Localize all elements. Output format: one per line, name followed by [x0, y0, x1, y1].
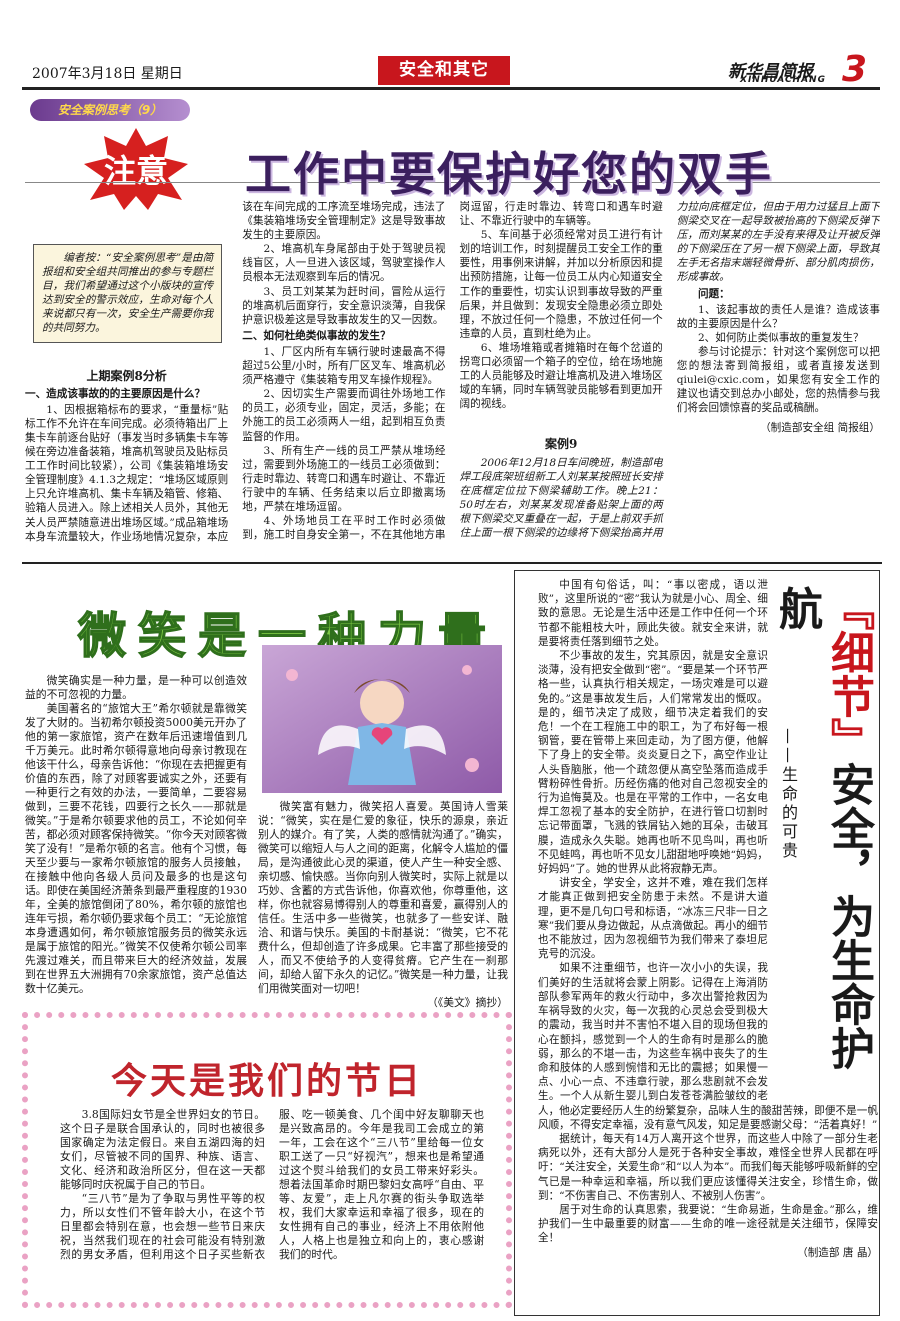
article-body: 微笑确实是一种力量，是一种可以创造效益的不可忽视的力量。 美国著名的“旅馆大王”… — [25, 674, 247, 996]
question: 2、如何防止类似事故的重复发生？ — [697, 331, 864, 344]
paragraph: 2、堆高机车身尾部由于处于驾驶员视线盲区，人一旦进入该区域，驾驶室操作人员根本无… — [242, 243, 446, 284]
paragraph: 微笑确实是一种力量，是一种可以创造效益的不可忽视的力量。 — [25, 674, 247, 701]
paragraph: 微笑富有魅力，微笑招人喜爱。英国诗人雪莱说：“微笑，实在是仁爱的象征，快乐的源泉… — [258, 800, 508, 995]
paragraph-group: 1、该起事故的责任人是谁？造成该事故的主要原因是什么？ 2、如何防止类似事故的重复… — [677, 303, 880, 345]
paragraph: “三八节”是为了争取与男性平等的权力，所以女性们不管年龄大小，在这个节日里都会特… — [60, 1108, 484, 1261]
article-frame — [514, 570, 880, 1316]
badge-star — [84, 128, 188, 210]
paragraph: 3.8国际妇女节是全世界妇女的节日。这个日子是联合国承认的，同时也被很多国家确定… — [60, 1108, 265, 1191]
paragraph: 1、因根据箱标布的要求，“重量标”贴标工作不允许在车间完成。必须待箱出厂上集卡车… — [25, 201, 446, 543]
paragraph: 居于对生命的认真思索，我要说：“生命易逝，生命是金。”那么，维护我们一生中最重要… — [538, 1203, 878, 1245]
paragraph: 2、因切实生产需要而调往外场地工作的员工，必须专业，固定，灵活，多能；在外施工的… — [242, 388, 446, 443]
question-heading: 一、造成该事故的的主要原因是什么？ — [25, 387, 206, 400]
column-tag: 安全案例思考（9） — [30, 99, 190, 121]
floral-border — [22, 1012, 512, 1308]
subtitle: ——生命的可贵 — [779, 728, 798, 861]
paragraph: 据统计，每天有14万人离开这个世界，而这些人中除了一部分生老病死以外，还有大部分… — [538, 1132, 878, 1202]
case-text: 2006年12月18日车间晚班，制造部电焊工段底架班组新工人刘某某按照班长安排在… — [459, 201, 881, 539]
editor-note: 编者按：“安全案例思考”是由简报组和安全组共同推出的参与专题栏目，我们希望通过这… — [33, 244, 223, 343]
illustration — [262, 645, 502, 793]
article-body: 微笑富有魅力，微笑招人喜爱。英国诗人雪莱说：“微笑，实在是仁爱的象征，快乐的源泉… — [258, 800, 508, 1010]
subhead: 上期案例8分析 — [86, 368, 167, 383]
paragraph: 6、堆场堆箱或者摊箱时在每个岔道的拐弯口必须留一个箱子的空位，给在场地施工的人员… — [459, 341, 663, 411]
paragraph: 3、所有生产一线的员工严禁从堆场经过，需要到外场施工的一线员工必须做到：行走时靠… — [242, 444, 446, 513]
question-heading: 二、如何杜绝类似事故的发生？ — [242, 329, 391, 342]
issue-date: 2007年3月18日 星期日 — [32, 66, 183, 82]
source: （《美文》摘抄） — [427, 996, 508, 1009]
paragraph: 如果不注重细节，也许一次小小的失误，我们美好的生活就将会蒙上阴影。记得在上海消防… — [538, 962, 878, 1131]
paper-name-en: XINHUACHANG — [740, 75, 826, 85]
credit: （制造部 唐 晶） — [797, 1246, 878, 1259]
article-body: 编者按：“安全案例思考”是由简报组和安全组共同推出的参与专题栏目，我们希望通过这… — [25, 200, 880, 554]
paragraph: 不少事故的发生，究其原因，就是安全意识淡薄，没有把安全做到“密”。“要是某一个环… — [538, 650, 768, 876]
badge-text: 注意 — [103, 152, 168, 190]
subhead: 案例9 — [544, 437, 578, 452]
paragraph: 美国著名的“旅馆大王”希尔顿就是靠微笑发了大财的。当初希尔顿投资5000美元开办… — [25, 702, 247, 995]
paragraph: 4、外场地员工在平时工作时必须做到，施工时自身安全第一，不在其他地方串岗逗留，行… — [242, 201, 663, 542]
tip: 参与讨论提示：针对这个案例您可以把您的想法寄到简报组，或者直接发送到qiulei… — [676, 345, 880, 415]
paragraph: 1、厂区内所有车辆行驶时速最高不得超过5公里/小时，所有厂区叉车、堆高机必须严格… — [242, 345, 446, 387]
article-body: 『细节』安全，为生命护航 ——生命的可贵 中国有句俗话，叫：“事以密成，语以泄败… — [538, 578, 878, 1314]
paragraph-group: 1、厂区内所有车辆行驶时速最高不得超过5公里/小时，所有厂区叉车、堆高机必须严格… — [242, 200, 663, 554]
paper-name: 新华昌简报 — [728, 62, 813, 82]
editor-note-text: 编者按：“安全案例思考”是由简报组和安全组共同推出的参与专题栏目，我们希望通过这… — [42, 252, 214, 335]
article-title: 『细节』安全，为生命护航 — [770, 586, 874, 1098]
paragraph: 3、员工刘某某为赶时间，冒险从运行的堆高机后面穿行，安全意识淡薄，自我保护意识极… — [242, 285, 446, 326]
title-black: 安全，为生命护航 — [771, 586, 874, 1070]
paragraph: 讲安全，学安全，这并不难，难在我们怎样才能真正做到把安全防患于未然。不是讲大道理… — [538, 877, 768, 961]
question: 1、该起事故的责任人是谁？造成该事故的主要原因是什么？ — [676, 303, 880, 330]
paragraph: 中国有句俗话，叫：“事以密成，语以泄败”，这里所说的“密”我认为就是小心、周全、… — [538, 579, 768, 648]
paragraph-group: 中国有句俗话，叫：“事以密成，语以泄败”，这里所说的“密”我认为就是小心、周全、… — [538, 578, 878, 1246]
paragraph: 5、车间基于必须经常对员工进行有计划的培训工作，时刻提醒员工安全工作的重要性，用… — [459, 229, 663, 340]
section-label: 安全和其它 — [378, 56, 510, 85]
page-number: 3 — [842, 49, 868, 90]
questions-label: 问题： — [697, 287, 730, 300]
title-red: 『细节』 — [823, 586, 874, 762]
paragraph-group: 1、因根据箱标布的要求，“重量标”贴标工作不允许在车间完成。必须待箱出厂上集卡车… — [25, 200, 446, 554]
rule — [22, 562, 882, 564]
article-title: 工作中要保护好您的双手 — [245, 147, 773, 201]
article-body: 3.8国际妇女节是全世界妇女的节日。这个日子是联合国承认的，同时也被很多国家确定… — [60, 1108, 484, 1292]
page-header: 2007年3月18日 星期日 安全和其它 新华昌简报 XINHUACHANG 3 — [22, 49, 880, 90]
title-block: 『细节』安全，为生命护航 ——生命的可贵 — [768, 578, 878, 1098]
rule — [25, 182, 880, 183]
article-title: 今天是我们的节日 — [110, 1060, 423, 1102]
credit: （制造部安全组 简报组） — [760, 422, 880, 435]
badge-shape — [84, 128, 188, 210]
